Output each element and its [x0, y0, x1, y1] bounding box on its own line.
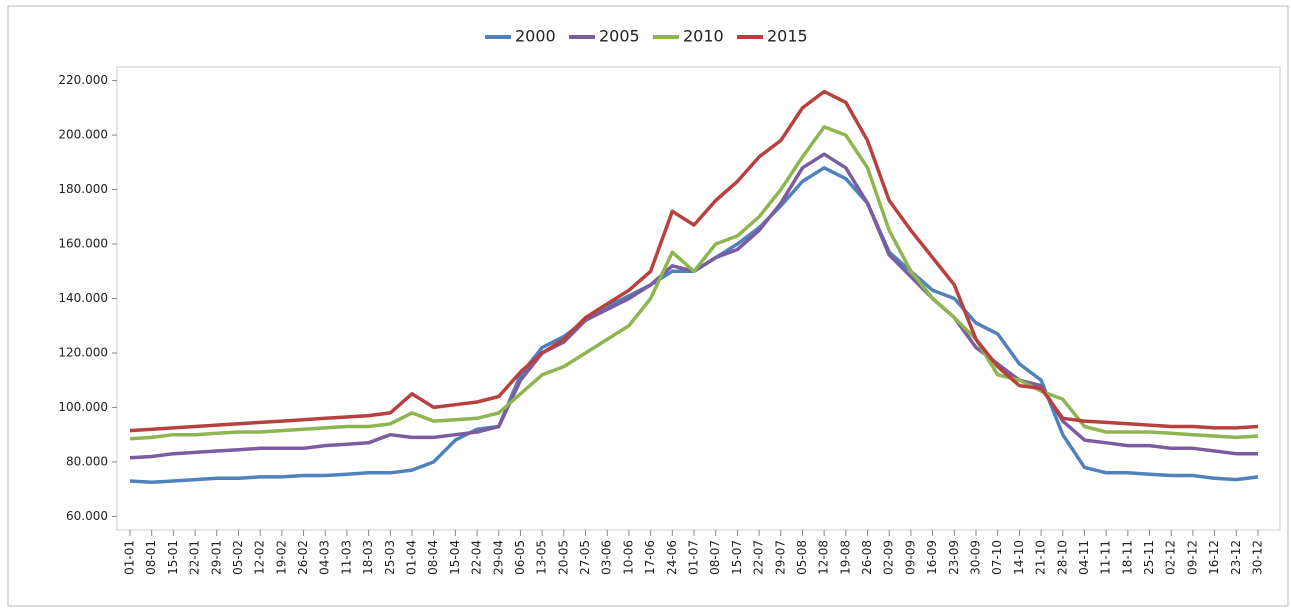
y-tick-label: 60.000	[66, 509, 108, 523]
x-tick-label: 29-01	[209, 540, 223, 575]
plot-area	[116, 66, 1281, 531]
x-tick-label: 22-04	[470, 540, 484, 575]
x-tick-label: 09-09	[903, 540, 917, 575]
y-tick-label: 180.000	[58, 182, 108, 196]
x-tick-label: 06-05	[513, 540, 527, 575]
y-tick-label: 140.000	[58, 291, 108, 305]
x-tick-label: 12-02	[253, 540, 267, 575]
x-tick-label: 02-12	[1164, 540, 1178, 575]
series-line	[129, 89, 1259, 433]
y-tick-label: 100.000	[58, 400, 108, 414]
x-tick-label: 01-07	[687, 540, 701, 575]
x-tick-label: 09-12	[1185, 540, 1199, 575]
x-tick-label: 26-02	[296, 540, 310, 575]
legend-label: 2000	[515, 27, 556, 46]
x-tick-label: 20-05	[556, 540, 570, 575]
x-tick-label: 25-11	[1142, 540, 1156, 575]
x-tick-label: 17-06	[643, 540, 657, 575]
x-tick-label: 01-04	[405, 540, 419, 575]
series-line	[129, 125, 1259, 441]
x-tick-label: 25-03	[383, 540, 397, 575]
x-tick-label: 26-08	[860, 540, 874, 575]
y-tick-label: 160.000	[58, 237, 108, 251]
x-tick-label: 03-06	[600, 540, 614, 575]
y-tick-label: 220.000	[58, 73, 108, 87]
x-tick-label: 15-04	[448, 540, 462, 575]
x-tick-label: 22-01	[188, 540, 202, 575]
x-tick-label: 04-03	[318, 540, 332, 575]
x-tick-label: 29-04	[491, 540, 505, 575]
x-tick-label: 13-05	[535, 540, 549, 575]
x-tick-label: 27-05	[578, 540, 592, 575]
x-tick-label: 08-07	[708, 540, 722, 575]
x-tick-label: 16-09	[925, 540, 939, 575]
x-tick-label: 30-09	[969, 540, 983, 575]
x-tick-label: 18-03	[361, 540, 375, 575]
x-tick-label: 23-12	[1229, 540, 1243, 575]
x-tick-label: 05-08	[795, 540, 809, 575]
x-tick-label: 18-11	[1120, 540, 1134, 575]
x-tick-label: 05-02	[231, 540, 245, 575]
x-tick-label: 28-10	[1055, 540, 1069, 575]
x-tick-label: 15-01	[166, 540, 180, 575]
y-tick-label: 120.000	[58, 345, 108, 359]
legend-label: 2015	[767, 27, 808, 46]
x-tick-label: 01-01	[123, 540, 137, 575]
x-tick-label: 16-12	[1207, 540, 1221, 575]
x-tick-label: 12-08	[817, 540, 831, 575]
x-tick-label: 08-01	[144, 540, 158, 575]
x-tick-label: 02-09	[882, 540, 896, 575]
x-tick-label: 19-08	[838, 540, 852, 575]
x-tick-label: 10-06	[621, 540, 635, 575]
x-tick-label: 30-12	[1251, 540, 1265, 575]
x-tick-label: 23-09	[947, 540, 961, 575]
x-tick-label: 08-04	[426, 540, 440, 575]
legend-label: 2005	[599, 27, 640, 46]
x-tick-label: 29-07	[773, 540, 787, 575]
x-tick-label: 21-10	[1034, 540, 1048, 575]
x-tick-label: 22-07	[752, 540, 766, 575]
y-tick-label: 80.000	[66, 454, 108, 468]
y-tick-label: 200.000	[58, 128, 108, 142]
x-tick-label: 11-03	[339, 540, 353, 575]
x-tick-label: 14-10	[1012, 540, 1026, 575]
x-tick-label: 07-10	[990, 540, 1004, 575]
x-tick-label: 04-11	[1077, 540, 1091, 575]
x-tick-label: 15-07	[730, 540, 744, 575]
x-tick-label: 19-02	[274, 540, 288, 575]
x-tick-label: 11-11	[1099, 540, 1113, 575]
legend-label: 2010	[683, 27, 724, 46]
x-tick-label: 24-06	[665, 540, 679, 575]
